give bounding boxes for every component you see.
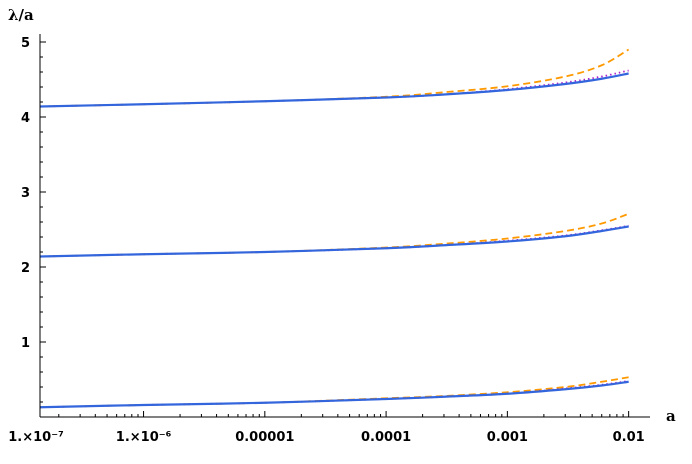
series-line-dotted-4 [39,224,629,258]
series-layer [39,48,630,409]
series-line-dotted-7 [39,69,629,108]
y-tick-label: 1 [21,336,30,351]
series-line-dashed-8 [39,48,630,108]
axes-layer [39,34,650,418]
series-line-solid-3 [39,225,629,258]
y-tick-label: 2 [21,261,30,276]
ticks-layer: 1.×10⁻⁷ 1.×10⁻⁶ 0.00001 0.0001 0.001 0.01 1 2 3 4… [8,36,644,445]
y-tick-label: 5 [21,36,30,51]
x-tick-label: 1.×10⁻⁶ [116,430,172,445]
x-tick-label: 0.0001 [361,430,411,445]
x-tick-label: 0.00001 [235,430,294,445]
y-tick-label: 3 [21,186,30,201]
x-tick-label: 0.01 [613,430,645,445]
y-axis-title: λ/a [8,6,34,24]
x-tick-label: 0.001 [487,430,528,445]
y-tick-label: 4 [21,111,30,126]
x-tick-label: 1.×10⁻⁷ [8,430,64,445]
series-line-solid-6 [39,72,629,108]
series-line-solid-0 [39,380,629,409]
x-axis-title: a [666,407,676,425]
series-line-dotted-1 [39,380,629,409]
